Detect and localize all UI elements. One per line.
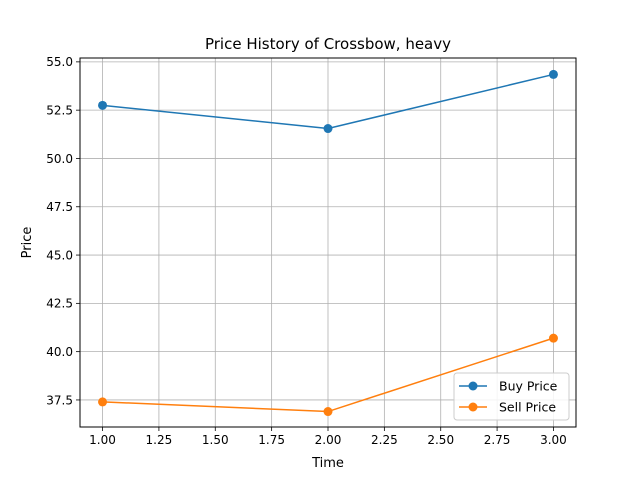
y-tick-label: 40.0 xyxy=(46,345,73,359)
x-axis-title: Time xyxy=(311,456,344,471)
y-tick-label: 47.5 xyxy=(46,200,73,214)
grid-lines xyxy=(80,58,576,427)
sell-price-point xyxy=(548,333,558,343)
legend-sell-price-marker xyxy=(468,402,478,412)
data-series xyxy=(98,69,558,417)
axis-ticks: 1.00 1.25 1.50 1.75 2.00 2.25 2.50 2.75 3.00 37.5… xyxy=(46,55,567,447)
legend-sell-price-label: Sell Price xyxy=(499,400,556,415)
legend-box xyxy=(453,372,570,421)
x-tick-label: 3.00 xyxy=(540,433,567,447)
x-tick-label: 1.75 xyxy=(258,433,285,447)
y-tick-label: 45.0 xyxy=(46,248,73,262)
y-tick-label: 37.5 xyxy=(46,393,73,407)
y-tick-label: 50.0 xyxy=(46,152,73,166)
legend: Buy Price Sell Price xyxy=(453,372,570,421)
y-axis-title: Price xyxy=(20,227,35,259)
y-tick-label: 42.5 xyxy=(46,297,73,311)
x-tick-label: 1.50 xyxy=(202,433,229,447)
x-tick-label: 2.25 xyxy=(371,433,398,447)
buy-price-point xyxy=(98,100,108,110)
x-tick-label: 2.75 xyxy=(484,433,511,447)
legend-buy-price-label: Buy Price xyxy=(499,379,558,394)
buy-price-point xyxy=(323,124,333,134)
plot-frame xyxy=(79,57,577,428)
x-tick-label: 2.00 xyxy=(315,433,342,447)
x-tick-label: 1.00 xyxy=(89,433,116,447)
legend-buy-price-marker xyxy=(468,381,478,391)
y-tick-label: 55.0 xyxy=(46,55,73,69)
chart-title: Price History of Crossbow, heavy xyxy=(205,35,451,53)
x-tick-label: 2.50 xyxy=(427,433,454,447)
x-tick-label: 1.25 xyxy=(146,433,173,447)
sell-price-point xyxy=(323,407,333,417)
y-tick-label: 52.5 xyxy=(46,103,73,117)
sell-price-point xyxy=(98,397,108,407)
buy-price-point xyxy=(548,69,558,79)
